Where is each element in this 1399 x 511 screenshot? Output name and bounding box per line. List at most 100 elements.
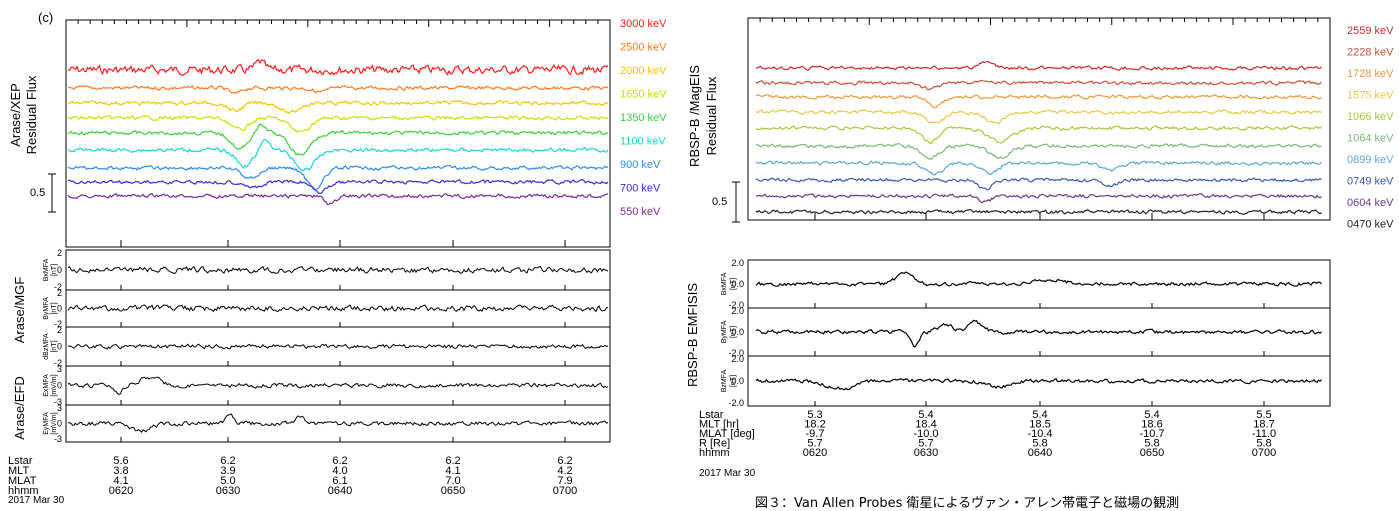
ephem-value: -10.0 bbox=[913, 428, 938, 440]
flux-line-1728-keV bbox=[755, 94, 1322, 109]
efd-label: Arase/EFD bbox=[12, 376, 27, 440]
flux-label: 0899 keV bbox=[1347, 154, 1394, 166]
flux-label: 1064 keV bbox=[1347, 133, 1394, 145]
flux-label: 2500 keV bbox=[620, 42, 667, 54]
field-tick-label: -3 bbox=[54, 397, 62, 407]
field-unit: [nT] bbox=[730, 375, 737, 387]
field-name: dBzMFA bbox=[43, 333, 50, 360]
ephem-value: 0640 bbox=[1028, 447, 1052, 459]
field-trace-EyMFA bbox=[67, 413, 609, 433]
flux-label: 1650 keV bbox=[620, 89, 667, 101]
ephem-value: 0650 bbox=[1140, 447, 1164, 459]
flux-line-2500-keV bbox=[67, 84, 609, 94]
field-unit: [nT] bbox=[51, 302, 58, 314]
ephem-value: 5.0 bbox=[220, 475, 235, 487]
xep-ylabel-sub: Residual Flux bbox=[24, 75, 39, 154]
ephem-value: 0640 bbox=[328, 485, 352, 497]
ephem-value: 18.6 bbox=[1141, 419, 1162, 431]
ephem-value: 0620 bbox=[109, 485, 133, 497]
ephem-row-label: MLT bbox=[8, 465, 29, 477]
field-panel-frame bbox=[747, 355, 1331, 407]
field-tick-label: 3 bbox=[57, 403, 62, 413]
ephem-value: 18.2 bbox=[804, 419, 825, 431]
field-tick-label: -3 bbox=[54, 434, 62, 444]
field-name: BxMFA bbox=[721, 272, 728, 295]
field-tick-label: -2 bbox=[54, 319, 62, 329]
ephem-value: 5.8 bbox=[1144, 438, 1159, 450]
flux-label: 1728 keV bbox=[1347, 68, 1394, 80]
field-trace-ExMFA bbox=[67, 376, 609, 395]
ephem-row-label: R [Re] bbox=[699, 438, 730, 450]
ephem-value: 0630 bbox=[914, 447, 938, 459]
ephem-row-label: hhmm bbox=[699, 447, 730, 459]
flux-label: 1066 keV bbox=[1347, 111, 1394, 123]
mageis-panel-frame bbox=[747, 17, 1331, 221]
field-unit: [mV/m] bbox=[51, 412, 58, 434]
field-tick-label: 0 bbox=[57, 419, 62, 429]
flux-label: 0604 keV bbox=[1347, 197, 1394, 209]
ephem-value: 6.2 bbox=[220, 455, 235, 467]
flux-label: 1100 keV bbox=[620, 136, 666, 148]
field-tick-label: 0.0 bbox=[731, 327, 744, 337]
field-tick-label: 2 bbox=[57, 288, 62, 298]
flux-label: 900 keV bbox=[620, 159, 661, 171]
ephem-value: -10.4 bbox=[1027, 428, 1052, 440]
ephem-value: 4.0 bbox=[332, 465, 347, 477]
ephem-value: 4.1 bbox=[445, 465, 460, 477]
ephem-row-label: hhmm bbox=[8, 485, 39, 497]
field-trace-dBzMFA bbox=[67, 343, 609, 350]
field-tick-label: 0 bbox=[57, 342, 62, 352]
flux-label: 0749 keV bbox=[1347, 176, 1394, 188]
flux-line-1350-keV bbox=[67, 123, 609, 156]
panel-label: (c) bbox=[38, 10, 53, 25]
field-tick-label: 2.0 bbox=[731, 306, 744, 316]
field-trace-BxMFA bbox=[755, 271, 1322, 287]
field-tick-label: -2.0 bbox=[728, 348, 744, 358]
ephem-value: 0700 bbox=[553, 485, 577, 497]
field-tick-label: 0.0 bbox=[731, 376, 744, 386]
ephem-value: 18.4 bbox=[915, 419, 936, 431]
field-name: ByMFA bbox=[43, 297, 50, 320]
emfisis-label: RBSP-B EMFISIS bbox=[685, 283, 700, 387]
field-unit: [nT] bbox=[51, 264, 58, 276]
field-tick-label: -2.0 bbox=[728, 398, 744, 408]
ephem-value: 5.3 bbox=[807, 409, 822, 421]
field-trace-BxMFA bbox=[67, 265, 609, 275]
scale-value: 0.5 bbox=[30, 187, 45, 199]
ephem-value: 7.0 bbox=[445, 475, 460, 487]
ephem-value: 5.8 bbox=[1256, 438, 1271, 450]
flux-label: 3000 keV bbox=[620, 18, 667, 30]
flux-line-900-keV bbox=[67, 164, 609, 191]
scale-value: 0.5 bbox=[712, 196, 727, 208]
flux-label: 550 keV bbox=[620, 206, 661, 218]
mgf-label: Arase/MGF bbox=[12, 277, 27, 344]
flux-label: 700 keV bbox=[620, 183, 661, 195]
ephem-value: 0700 bbox=[1252, 447, 1276, 459]
ephem-value: 5.7 bbox=[918, 438, 933, 450]
ephem-value: 5.7 bbox=[807, 438, 822, 450]
ephem-value: -9.7 bbox=[806, 428, 825, 440]
field-tick-label: -2 bbox=[54, 358, 62, 368]
field-trace-ByMFA bbox=[67, 304, 609, 313]
flux-label: 2228 keV bbox=[1347, 47, 1394, 59]
ephem-value: 5.6 bbox=[113, 455, 128, 467]
ephem-value: 4.1 bbox=[113, 475, 128, 487]
ephem-value: 18.5 bbox=[1029, 419, 1050, 431]
date-label: 2017 Mar 30 bbox=[699, 468, 756, 479]
flux-line-700-keV bbox=[67, 178, 609, 195]
mageis-ylabel-sub: Residual Flux bbox=[704, 76, 719, 155]
field-tick-label: 2 bbox=[57, 325, 62, 335]
field-unit: [mV/m] bbox=[51, 374, 58, 396]
ephem-value: 0620 bbox=[803, 447, 827, 459]
figure-caption: 図３：Van Allen Probes 衛星によるヴァン・アレン帯電子と磁場の観… bbox=[755, 496, 1180, 511]
ephem-value: 0650 bbox=[441, 485, 465, 497]
ephem-value: 5.4 bbox=[1144, 409, 1159, 421]
ephem-value: 18.7 bbox=[1253, 419, 1274, 431]
field-panel-frame bbox=[65, 365, 611, 406]
field-name: ByMFA bbox=[721, 320, 728, 343]
ephem-value: 3.8 bbox=[113, 465, 128, 477]
flux-line-0470-keV bbox=[755, 208, 1322, 216]
ephem-value: 4.2 bbox=[557, 465, 572, 477]
ephem-row-label: MLAT [deg] bbox=[699, 428, 755, 440]
xep-ylabel: Arase/XEP bbox=[8, 83, 23, 147]
